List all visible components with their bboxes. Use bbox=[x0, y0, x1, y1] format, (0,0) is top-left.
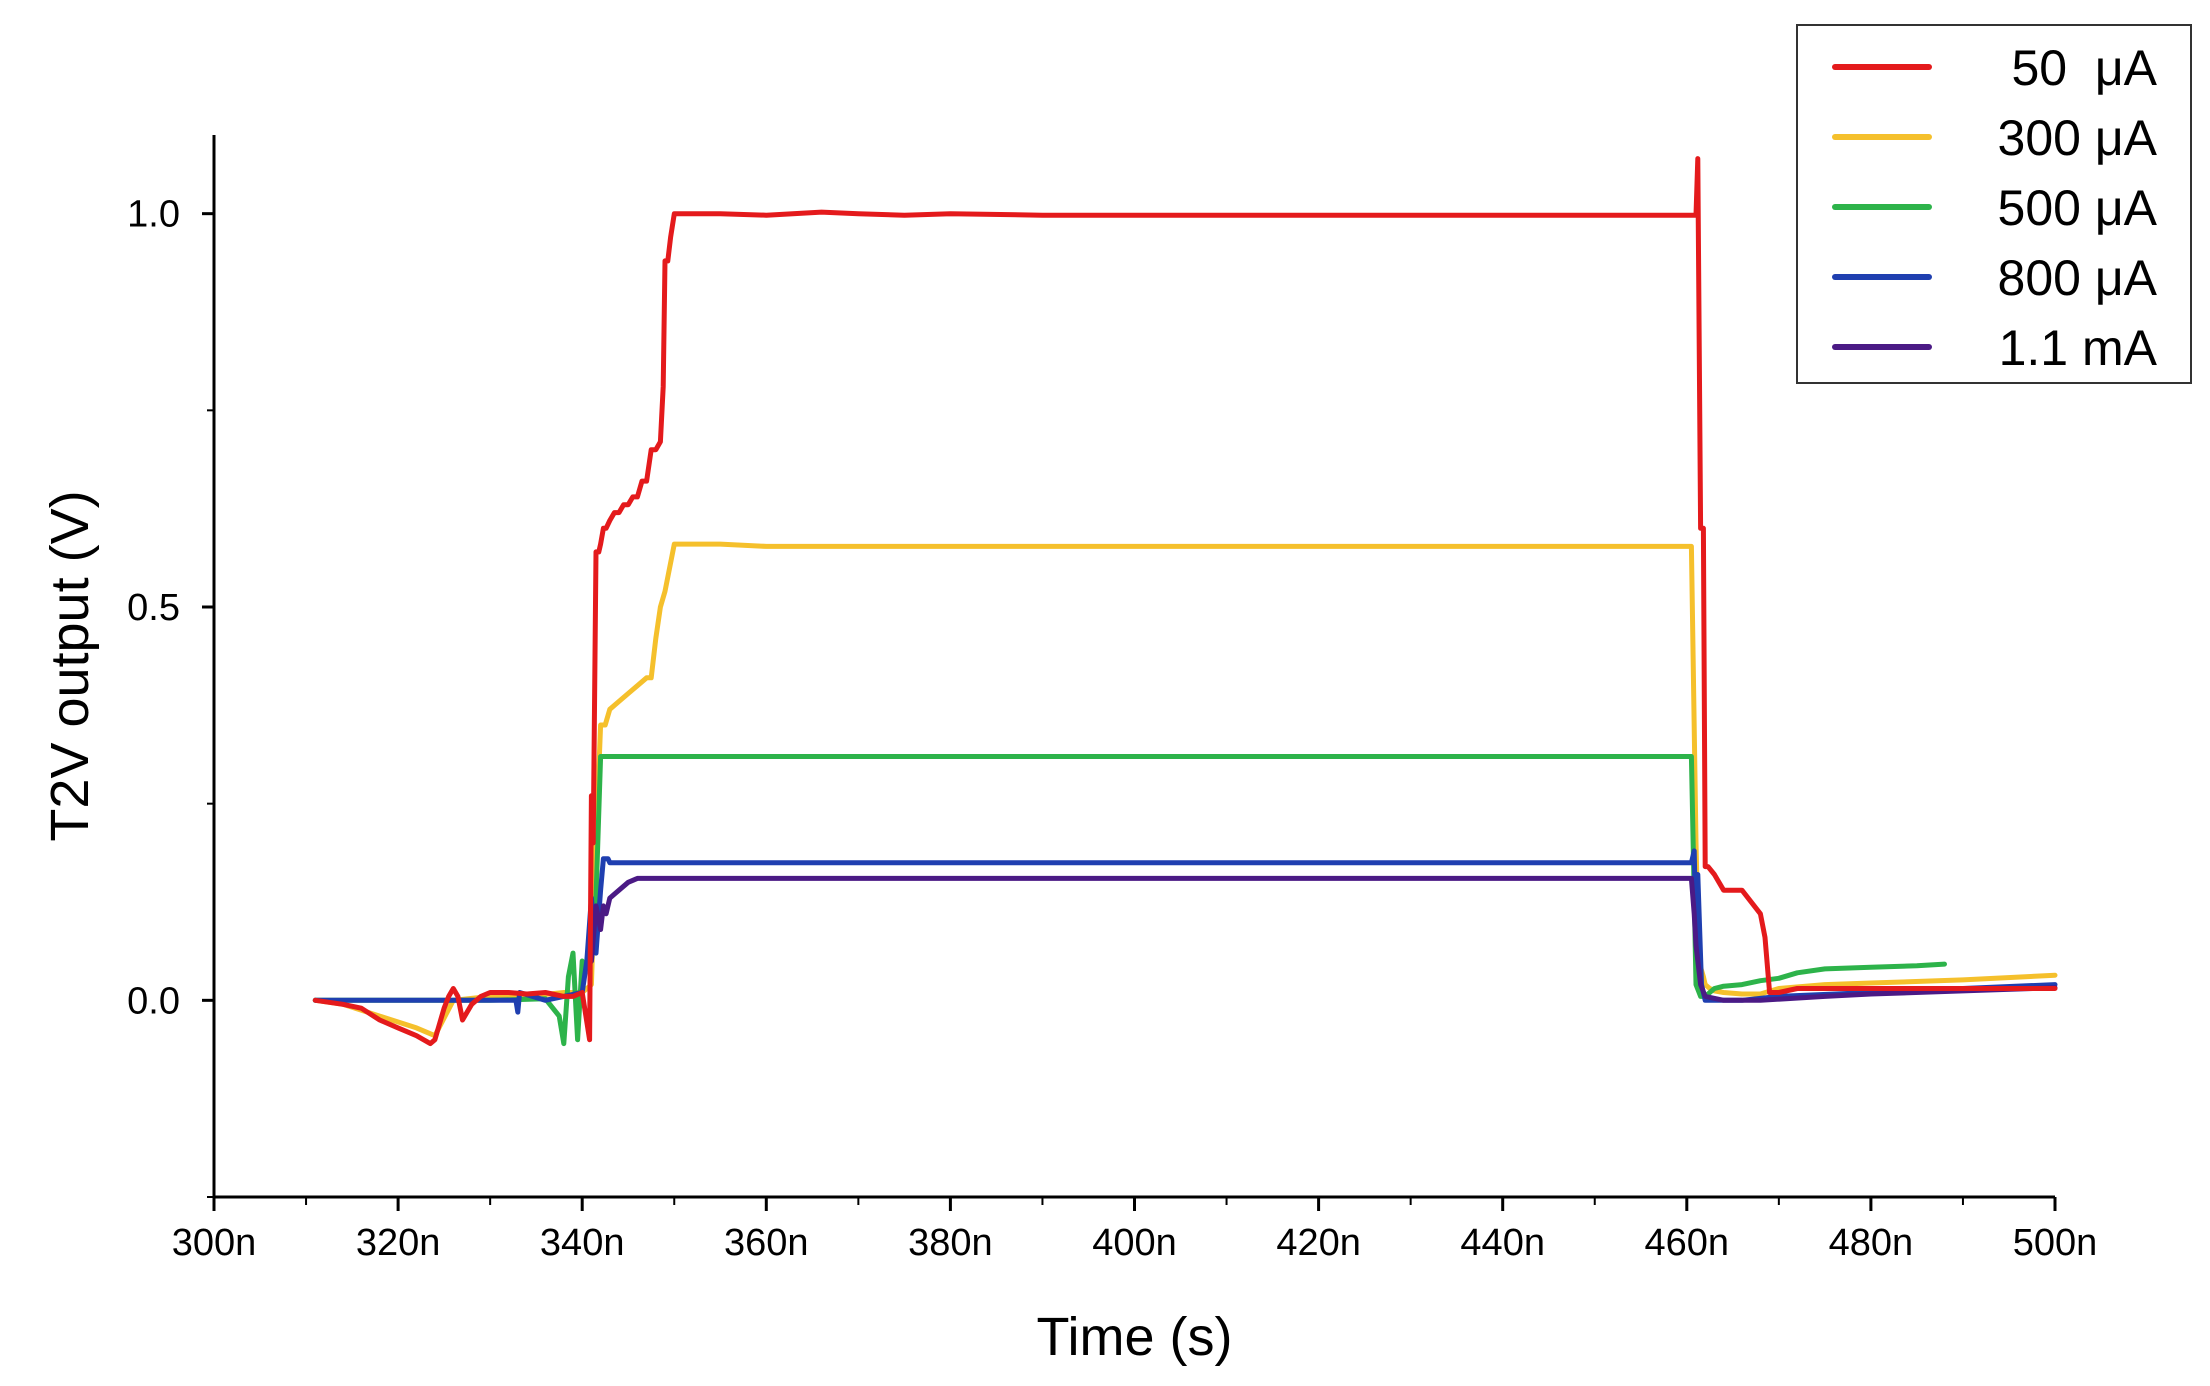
series-line-1 bbox=[312, 541, 2058, 1039]
y-axis-title: T2V output (V) bbox=[40, 490, 100, 841]
series-line-4 bbox=[588, 875, 2058, 1003]
x-tick-label: 300n bbox=[172, 1222, 257, 1264]
series-line-2 bbox=[312, 754, 1947, 1047]
x-tick-label: 360n bbox=[724, 1222, 809, 1264]
axes-layer bbox=[212, 135, 2055, 1199]
x-tick-label: 480n bbox=[1829, 1222, 1914, 1264]
legend-label-2: 500 μA bbox=[1998, 180, 2158, 236]
x-tick-label: 340n bbox=[540, 1222, 625, 1264]
x-tick-label: 500n bbox=[2013, 1222, 2098, 1264]
legend-label-4: 1.1 mA bbox=[1999, 320, 2158, 376]
x-tick-label: 380n bbox=[908, 1222, 993, 1264]
series-line-0 bbox=[312, 156, 2058, 1047]
x-tick-label: 320n bbox=[356, 1222, 441, 1264]
legend: 50 μA 300 μA 500 μA 800 μA 1.1 mA bbox=[1796, 24, 2192, 384]
y-tick-label: 1.0 bbox=[127, 194, 180, 236]
x-axis-title: Time (s) bbox=[1037, 1307, 1233, 1367]
legend-label-1: 300 μA bbox=[1998, 110, 2158, 166]
x-ticks: 300n 320n 340n 360n 380n 400n 420n 440n 460n 480n… bbox=[172, 1197, 2098, 1264]
x-tick-label: 420n bbox=[1276, 1222, 1361, 1264]
series-layer bbox=[312, 156, 2058, 1047]
x-tick-label: 460n bbox=[1645, 1222, 1730, 1264]
x-tick-label: 400n bbox=[1092, 1222, 1177, 1264]
y-ticks: 0.0 0.5 1.0 bbox=[127, 194, 214, 1198]
x-tick-label: 440n bbox=[1460, 1222, 1545, 1264]
y-tick-label: 0.0 bbox=[127, 980, 180, 1022]
y-tick-label: 0.5 bbox=[127, 587, 180, 629]
legend-label-3: 800 μA bbox=[1998, 250, 2158, 306]
legend-label-0: 50 μA bbox=[1998, 40, 2158, 96]
